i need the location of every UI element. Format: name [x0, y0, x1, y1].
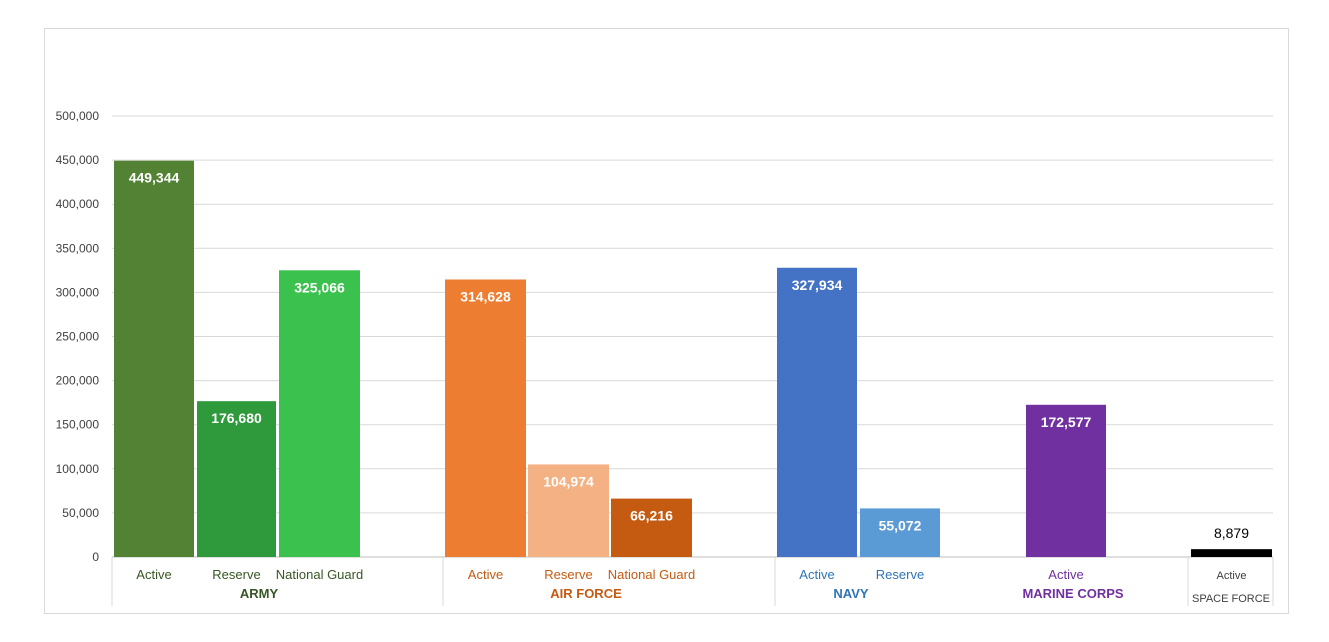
group-label: ARMY [240, 586, 279, 601]
group-label: AIR FORCE [550, 586, 622, 601]
bar-air-force-national-guard [611, 498, 692, 557]
bar-navy-reserve [860, 508, 940, 557]
x-tick-label: Active [136, 567, 171, 582]
x-tick-label: Active [468, 567, 503, 582]
x-tick-label: National Guard [276, 567, 363, 582]
data-label: 327,934 [792, 277, 843, 293]
data-label: 176,680 [211, 410, 262, 426]
bar-air-force-active [445, 279, 526, 557]
bar-army-national-guard [279, 270, 360, 557]
y-tick-label: 200,000 [56, 374, 100, 388]
data-label: 55,072 [879, 517, 922, 533]
group-label: MARINE CORPS [1022, 586, 1123, 601]
y-tick-label: 250,000 [56, 330, 100, 344]
bar-navy-active [777, 267, 857, 557]
x-tick-label: National Guard [608, 567, 695, 582]
bar-army-active [114, 160, 194, 557]
x-tick-label: Reserve [876, 567, 924, 582]
x-tick-label: Reserve [212, 567, 260, 582]
data-label: 66,216 [630, 508, 673, 524]
x-tick-label: Active [1217, 570, 1247, 582]
group-label: SPACE FORCE [1192, 593, 1270, 605]
bar-army-reserve [197, 401, 276, 557]
y-tick-label: 300,000 [56, 285, 100, 299]
x-tick-label: Active [1048, 567, 1083, 582]
bar-space-force-active [1191, 549, 1272, 557]
x-tick-label: Reserve [544, 567, 592, 582]
data-label: 104,974 [543, 473, 594, 489]
group-label: NAVY [833, 586, 868, 601]
y-tick-label: 450,000 [56, 153, 100, 167]
data-label: 449,344 [129, 170, 180, 186]
data-label: 314,628 [460, 288, 511, 304]
y-tick-label: 0 [92, 550, 99, 564]
data-label: 172,577 [1041, 414, 1092, 430]
data-label: 325,066 [294, 279, 345, 295]
bar-marine-corps-active [1026, 404, 1106, 557]
y-tick-label: 500,000 [56, 109, 100, 123]
y-tick-label: 350,000 [56, 241, 100, 255]
bar-air-force-reserve [528, 464, 609, 557]
y-tick-label: 150,000 [56, 418, 100, 432]
y-tick-label: 400,000 [56, 197, 100, 211]
x-tick-label: Active [799, 567, 834, 582]
y-tick-label: 100,000 [56, 462, 100, 476]
data-label: 8,879 [1214, 525, 1249, 541]
y-tick-label: 50,000 [62, 506, 99, 520]
